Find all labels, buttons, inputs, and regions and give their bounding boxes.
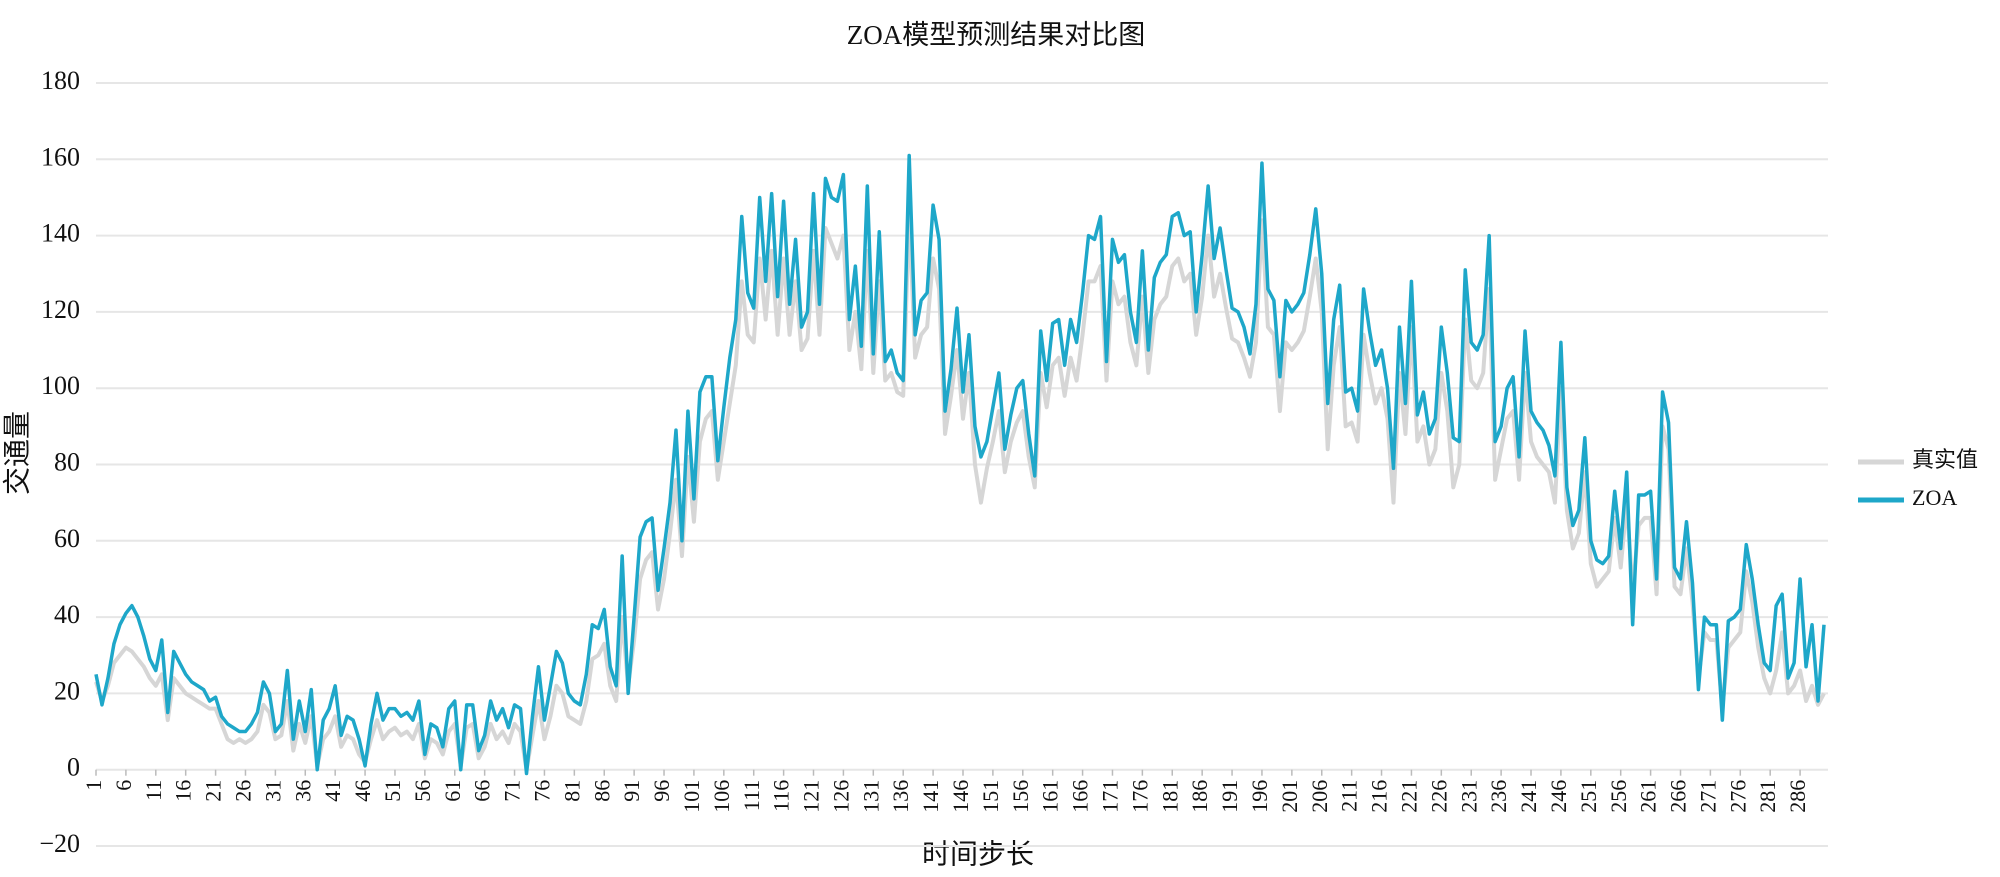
x-tick-label: 261 (1636, 780, 1661, 813)
y-tick-label: 100 (41, 371, 80, 400)
x-tick-label: 36 (290, 780, 315, 802)
x-axis-label: 时间步长 (922, 838, 1034, 870)
x-tick-label: 161 (1038, 780, 1063, 813)
y-tick-label: 40 (54, 600, 80, 629)
series-line (94, 210, 1826, 772)
x-tick-label: 256 (1606, 780, 1631, 813)
x-tick-label: 211 (1337, 780, 1362, 812)
x-tick-label: 206 (1307, 780, 1332, 813)
x-tick-label: 96 (649, 780, 674, 802)
x-tick-label: 266 (1666, 780, 1691, 813)
x-tick-label: 91 (619, 780, 644, 802)
x-tick-label: 111 (739, 780, 764, 811)
x-tick-label: 66 (470, 780, 495, 802)
x-tick-label: 191 (1217, 780, 1242, 813)
x-tick-label: 151 (978, 780, 1003, 813)
x-tick-label: 166 (1068, 780, 1093, 813)
chart-title: ZOA模型预测结果对比图 (847, 20, 1146, 50)
y-axis-label: 交通量 (1, 411, 33, 495)
x-tick-label: 251 (1576, 780, 1601, 813)
x-tick-label: 11 (141, 780, 166, 801)
x-tick-label: 146 (948, 780, 973, 813)
x-tick-label: 31 (260, 780, 285, 802)
x-tick-label: 116 (769, 780, 794, 812)
x-tick-label: 56 (410, 780, 435, 802)
x-tick-label: 86 (589, 780, 614, 802)
x-tick-label: 271 (1695, 780, 1720, 813)
x-tick-label: 226 (1426, 780, 1451, 813)
x-tick-label: 26 (231, 780, 256, 802)
x-tick-label: 51 (380, 780, 405, 802)
legend-label: 真实值 (1912, 447, 1978, 472)
y-tick-label: 160 (41, 142, 80, 171)
x-tick-label: 131 (858, 780, 883, 813)
series-line (94, 153, 1826, 776)
x-tick-label: 231 (1456, 780, 1481, 813)
y-tick-label: 0 (67, 753, 80, 782)
x-tick-label: 241 (1516, 780, 1541, 813)
x-tick-label: 81 (559, 780, 584, 802)
x-tick-label: 176 (1127, 780, 1152, 813)
y-tick-label: 120 (41, 295, 80, 324)
x-tick-label: 196 (1247, 780, 1272, 813)
x-tick-label: 186 (1187, 780, 1212, 813)
x-tick-label: 126 (828, 780, 853, 813)
y-tick-label: 20 (54, 676, 80, 705)
x-tick-label: 181 (1157, 780, 1182, 813)
y-tick-label: −20 (39, 829, 80, 858)
x-tick-label: 61 (440, 780, 465, 802)
x-tick-label: 41 (320, 780, 345, 802)
legend-label: ZOA (1912, 485, 1957, 510)
y-tick-label: 80 (54, 447, 80, 476)
y-tick-label: 140 (41, 219, 80, 248)
x-tick-label: 1 (81, 780, 106, 791)
x-tick-label: 16 (171, 780, 196, 802)
x-tick-label: 276 (1725, 780, 1750, 813)
x-tick-label: 106 (709, 780, 734, 813)
x-tick-label: 171 (1098, 780, 1123, 813)
x-tick-label: 286 (1785, 780, 1810, 813)
x-tick-label: 76 (529, 780, 554, 802)
x-tick-label: 201 (1277, 780, 1302, 813)
x-tick-label: 6 (111, 780, 136, 791)
x-tick-label: 121 (799, 780, 824, 813)
x-tick-label: 141 (918, 780, 943, 813)
x-tick-label: 46 (350, 780, 375, 802)
x-tick-label: 156 (1008, 780, 1033, 813)
y-tick-label: 180 (41, 66, 80, 95)
x-tick-label: 101 (679, 780, 704, 813)
x-tick-label: 221 (1396, 780, 1421, 813)
x-tick-label: 71 (500, 780, 525, 802)
x-tick-label: 236 (1486, 780, 1511, 813)
x-tick-label: 216 (1367, 780, 1392, 813)
x-tick-label: 136 (888, 780, 913, 813)
x-tick-label: 281 (1755, 780, 1780, 813)
x-tick-label: 21 (201, 780, 226, 802)
x-tick-label: 246 (1546, 780, 1571, 813)
y-tick-label: 60 (54, 524, 80, 553)
